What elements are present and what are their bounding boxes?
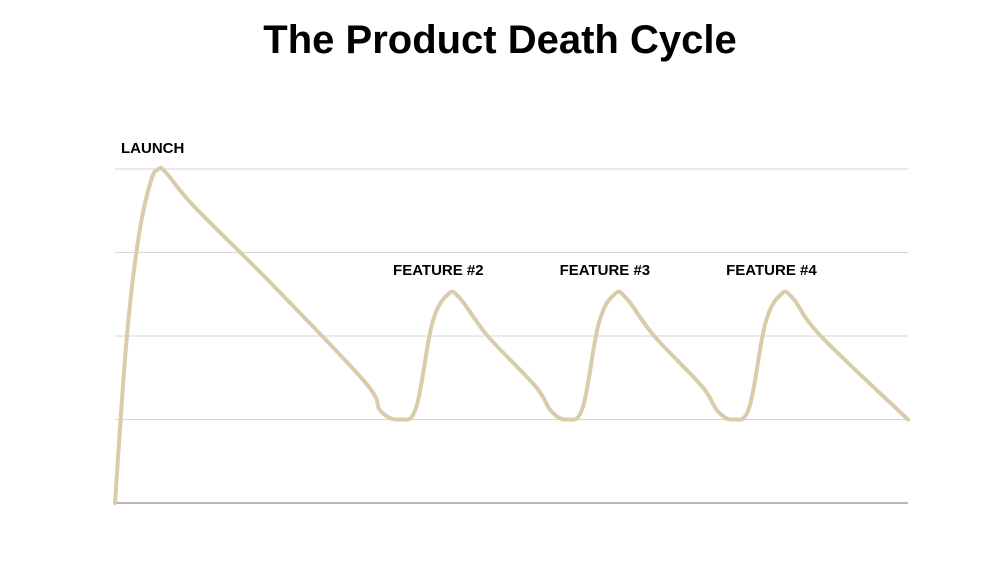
annotation-group: LAUNCH FEATURE #2 FEATURE #3 FEATURE #4 bbox=[121, 140, 817, 279]
grid-lines bbox=[115, 168, 908, 420]
annotation-label-2: FEATURE #3 bbox=[560, 262, 651, 279]
series-group bbox=[113, 165, 910, 505]
series-line-0 bbox=[113, 165, 910, 505]
annotation-label-3: FEATURE #4 bbox=[726, 262, 817, 279]
chart-title: The Product Death Cycle bbox=[263, 18, 737, 62]
annotation-label-1: FEATURE #2 bbox=[393, 262, 484, 279]
annotation-label-0: LAUNCH bbox=[121, 140, 184, 157]
